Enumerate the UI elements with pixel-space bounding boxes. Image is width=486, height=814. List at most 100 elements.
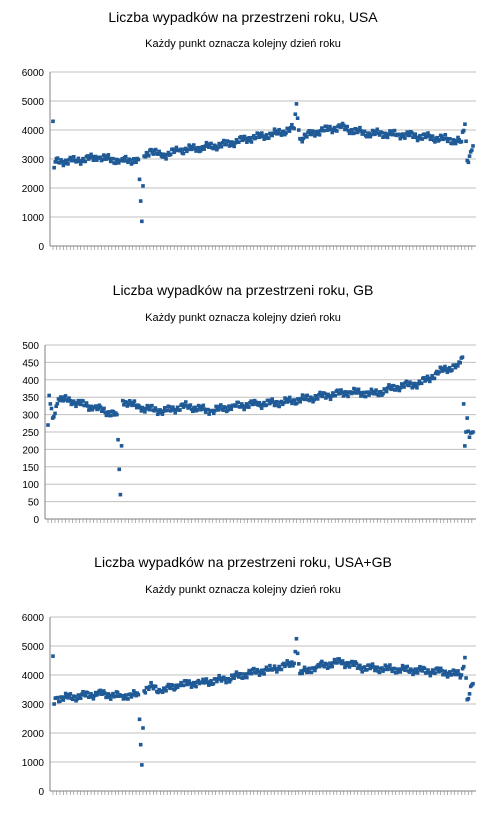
data-point (275, 132, 279, 136)
data-point (193, 405, 197, 410)
data-point (162, 406, 167, 410)
data-point (96, 406, 101, 411)
data-point (459, 673, 464, 677)
data-point (174, 683, 179, 688)
data-point (287, 395, 292, 400)
data-point (62, 695, 67, 699)
data-point (380, 666, 384, 670)
data-point (443, 364, 447, 369)
data-point (98, 405, 103, 409)
data-point (273, 129, 278, 133)
data-point (83, 159, 88, 164)
data-point (169, 408, 174, 412)
data-point (261, 134, 265, 139)
data-point (405, 664, 410, 669)
data-point (383, 387, 388, 392)
data-point (457, 137, 461, 142)
data-point (317, 664, 322, 669)
data-point (215, 679, 219, 684)
data-point (194, 149, 198, 153)
data-point (428, 673, 433, 678)
data-point (464, 139, 468, 144)
data-point (200, 405, 204, 410)
data-point (84, 401, 89, 405)
data-point (329, 662, 333, 667)
chart-title: Liczba wypadków na przestrzeni roku, GB (112, 282, 374, 298)
data-point (55, 156, 60, 160)
data-point (271, 400, 276, 404)
data-point (361, 390, 366, 395)
data-point (286, 397, 291, 402)
data-point (362, 665, 367, 669)
data-point (181, 683, 186, 688)
data-point (201, 677, 205, 682)
data-point (322, 128, 326, 133)
data-point (298, 671, 302, 676)
data-point (447, 365, 452, 370)
y-tick-label: 400 (22, 376, 39, 387)
data-point (58, 161, 62, 165)
data-point (450, 141, 455, 146)
data-point (466, 429, 471, 434)
y-tick-label: 5000 (22, 97, 45, 108)
data-point (332, 657, 337, 662)
data-point (51, 654, 55, 658)
data-point (217, 673, 221, 678)
data-point (403, 136, 407, 140)
data-point (428, 137, 433, 142)
data-point (51, 119, 55, 124)
data-point (108, 159, 113, 164)
data-point (279, 399, 284, 404)
data-point (460, 355, 465, 359)
data-point (280, 402, 285, 407)
data-point (315, 397, 320, 401)
data-point (234, 404, 238, 408)
data-point (54, 404, 58, 409)
data-point (299, 396, 304, 401)
data-point (406, 383, 411, 388)
data-point (142, 689, 146, 693)
data-point (223, 677, 227, 682)
y-tick-label: 200 (22, 445, 39, 456)
data-point (285, 659, 290, 663)
data-point (290, 660, 294, 664)
data-point (465, 158, 470, 163)
data-point (245, 140, 249, 145)
data-point (452, 138, 457, 143)
data-point (464, 676, 468, 680)
data-point (390, 132, 395, 137)
data-point (116, 437, 120, 442)
data-point (275, 670, 279, 674)
data-point (392, 128, 397, 133)
data-point (98, 688, 103, 693)
data-point (284, 662, 288, 667)
data-point (292, 126, 296, 131)
y-tick-label: 0 (38, 787, 44, 798)
data-point (189, 147, 194, 152)
data-point (109, 413, 113, 418)
data-point (74, 404, 78, 409)
data-point (470, 148, 474, 152)
data-point (461, 664, 466, 669)
data-point (190, 683, 195, 687)
data-point (464, 430, 468, 434)
data-point (234, 670, 239, 674)
data-point (130, 160, 135, 165)
data-point (262, 137, 266, 141)
data-point (256, 132, 261, 136)
y-tick-label: 300 (22, 411, 39, 422)
data-point (461, 128, 466, 133)
data-point (219, 144, 224, 149)
data-point (356, 128, 361, 133)
data-point (116, 161, 121, 165)
data-point (385, 386, 390, 390)
data-point (89, 404, 94, 409)
data-point (305, 393, 310, 398)
data-point (188, 403, 193, 407)
data-point (227, 680, 232, 684)
data-point (305, 135, 309, 139)
data-point (324, 396, 328, 400)
data-point (243, 136, 248, 141)
data-point (251, 402, 256, 406)
data-point (300, 139, 305, 144)
